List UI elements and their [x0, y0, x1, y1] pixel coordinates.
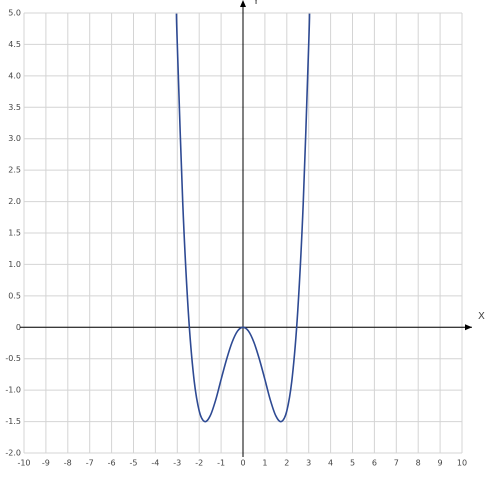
- y-tick-label: 1.5: [8, 229, 21, 238]
- x-tick-label: 3: [306, 459, 311, 468]
- x-tick-label: -9: [42, 459, 50, 468]
- x-tick-label: -3: [173, 459, 181, 468]
- x-tick-label: 2: [284, 459, 289, 468]
- x-tick-label: 6: [372, 459, 377, 468]
- y-tick-label: -0.5: [5, 354, 21, 363]
- y-axis-arrow: [240, 0, 246, 7]
- x-tick-label: 9: [438, 459, 443, 468]
- x-tick-label: -7: [86, 459, 94, 468]
- x-tick-label: -4: [151, 459, 159, 468]
- x-axis-label: X: [478, 311, 485, 322]
- x-tick-label: -6: [108, 459, 116, 468]
- y-tick-label: 0: [16, 323, 21, 332]
- y-tick-label: 4.5: [8, 40, 21, 49]
- x-tick-label: 8: [416, 459, 421, 468]
- x-tick-label: -2: [195, 459, 203, 468]
- y-tick-label: -2.0: [5, 449, 21, 458]
- x-tick-label: -8: [64, 459, 72, 468]
- x-tick-label: 1: [262, 459, 267, 468]
- y-tick-label: 2.0: [8, 197, 21, 206]
- y-tick-label: 3.0: [8, 134, 21, 143]
- x-tick-label: -1: [217, 459, 225, 468]
- x-tick-label: 4: [328, 459, 333, 468]
- x-tick-label: -10: [17, 459, 30, 468]
- y-tick-label: -1.0: [5, 386, 21, 395]
- x-tick-label: 5: [350, 459, 355, 468]
- y-tick-label: 1.0: [8, 260, 21, 269]
- y-tick-label: -1.5: [5, 417, 21, 426]
- x-tick-label: -5: [130, 459, 138, 468]
- function-curve: [175, 13, 311, 423]
- y-tick-label: 0.5: [8, 291, 21, 300]
- y-tick-label: 5.0: [8, 9, 21, 18]
- x-axis-arrow: [465, 324, 472, 331]
- y-axis-label: Y: [252, 0, 260, 7]
- y-tick-label: 3.5: [8, 103, 21, 112]
- x-tick-label: 10: [457, 459, 467, 468]
- y-tick-label: 4.0: [8, 71, 21, 80]
- y-tick-label: 2.5: [8, 166, 21, 175]
- x-tick-label: 0: [240, 459, 245, 468]
- x-tick-label: 7: [394, 459, 399, 468]
